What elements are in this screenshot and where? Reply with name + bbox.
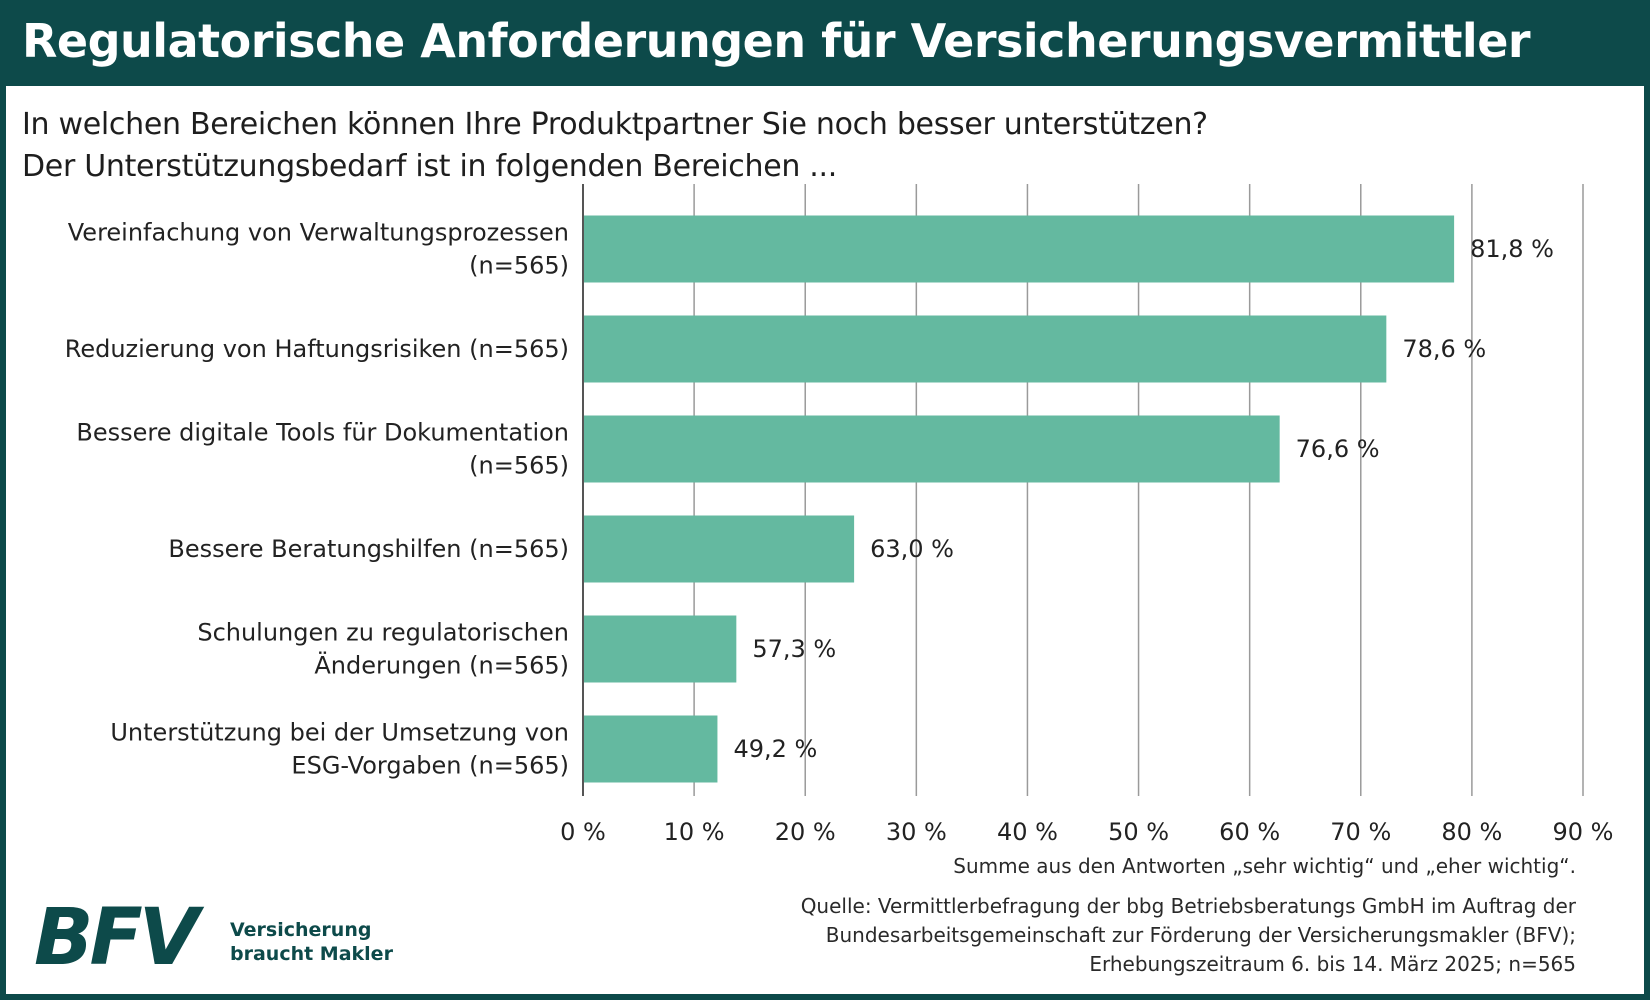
- bar: [583, 415, 1280, 483]
- bfv-logo-tagline: Versicherung braucht Makler: [230, 918, 393, 966]
- x-tick-label: 60 %: [1219, 818, 1280, 846]
- question-line-2: Der Unterstützungsbedarf ist in folgende…: [22, 149, 838, 184]
- x-tick-label: 50 %: [1108, 818, 1169, 846]
- source-line-3: Erhebungszeitraum 6. bis 14. März 2025; …: [1089, 952, 1576, 976]
- x-tick-label: 40 %: [997, 818, 1058, 846]
- source-line-2: Bundesarbeitsgemeinschaft zur Förderung …: [825, 923, 1576, 947]
- survey-question: In welchen Bereichen können Ihre Produkt…: [22, 104, 1208, 188]
- source-note: Quelle: Vermittlerbefragung der bbg Betr…: [801, 892, 1576, 979]
- data-label: 76,6 %: [1296, 435, 1380, 463]
- category-label: Vereinfachung von Verwaltungsprozessen (n…: [68, 219, 569, 280]
- category-label: Unterstützung bei der Umsetzung von ESG-V…: [110, 719, 569, 780]
- bfv-logo-mark: BFV: [34, 893, 199, 983]
- x-tick-label: 0 %: [560, 818, 606, 846]
- bar-chart: 81,8 % Vereinfachung von Verwaltungsproze…: [65, 184, 1614, 846]
- category-label: Bessere Beratungshilfen (n=565): [168, 535, 569, 563]
- page-title: Regulatorische Anforderungen für Versich…: [22, 14, 1531, 68]
- question-line-1: In welchen Bereichen können Ihre Produkt…: [22, 107, 1208, 142]
- category-label: Reduzierung von Haftungsrisiken (n=565): [65, 335, 569, 363]
- bar: [583, 715, 718, 783]
- x-tick-label: 30 %: [886, 818, 947, 846]
- answer-note: Summe aus den Antworten „sehr wichtig“ u…: [953, 854, 1576, 878]
- bar: [583, 315, 1387, 383]
- tagline-line-1: Versicherung: [230, 919, 372, 941]
- data-label: 49,2 %: [733, 735, 817, 763]
- data-label: 81,8 %: [1470, 235, 1554, 263]
- title-bar: Regulatorische Anforderungen für Versich…: [0, 0, 1650, 86]
- tagline-line-2: braucht Makler: [230, 943, 393, 965]
- data-label: 78,6 %: [1402, 335, 1486, 363]
- bar: [583, 615, 737, 683]
- bar: [583, 515, 855, 583]
- category-label: Schulungen zu regulatorischen Änderungen …: [197, 619, 569, 680]
- x-tick-label: 70 %: [1330, 818, 1391, 846]
- category-label: Bessere digitale Tools für Dokumentation…: [76, 419, 569, 480]
- x-tick-label: 80 %: [1441, 818, 1502, 846]
- data-label: 63,0 %: [870, 535, 954, 563]
- x-tick-label: 90 %: [1553, 818, 1614, 846]
- source-line-1: Quelle: Vermittlerbefragung der bbg Betr…: [800, 894, 1576, 918]
- x-tick-label: 10 %: [664, 818, 725, 846]
- data-label: 57,3 %: [752, 635, 836, 663]
- bar: [583, 215, 1455, 283]
- content-panel: In welchen Bereichen können Ihre Produkt…: [6, 86, 1644, 994]
- x-tick-label: 20 %: [775, 818, 836, 846]
